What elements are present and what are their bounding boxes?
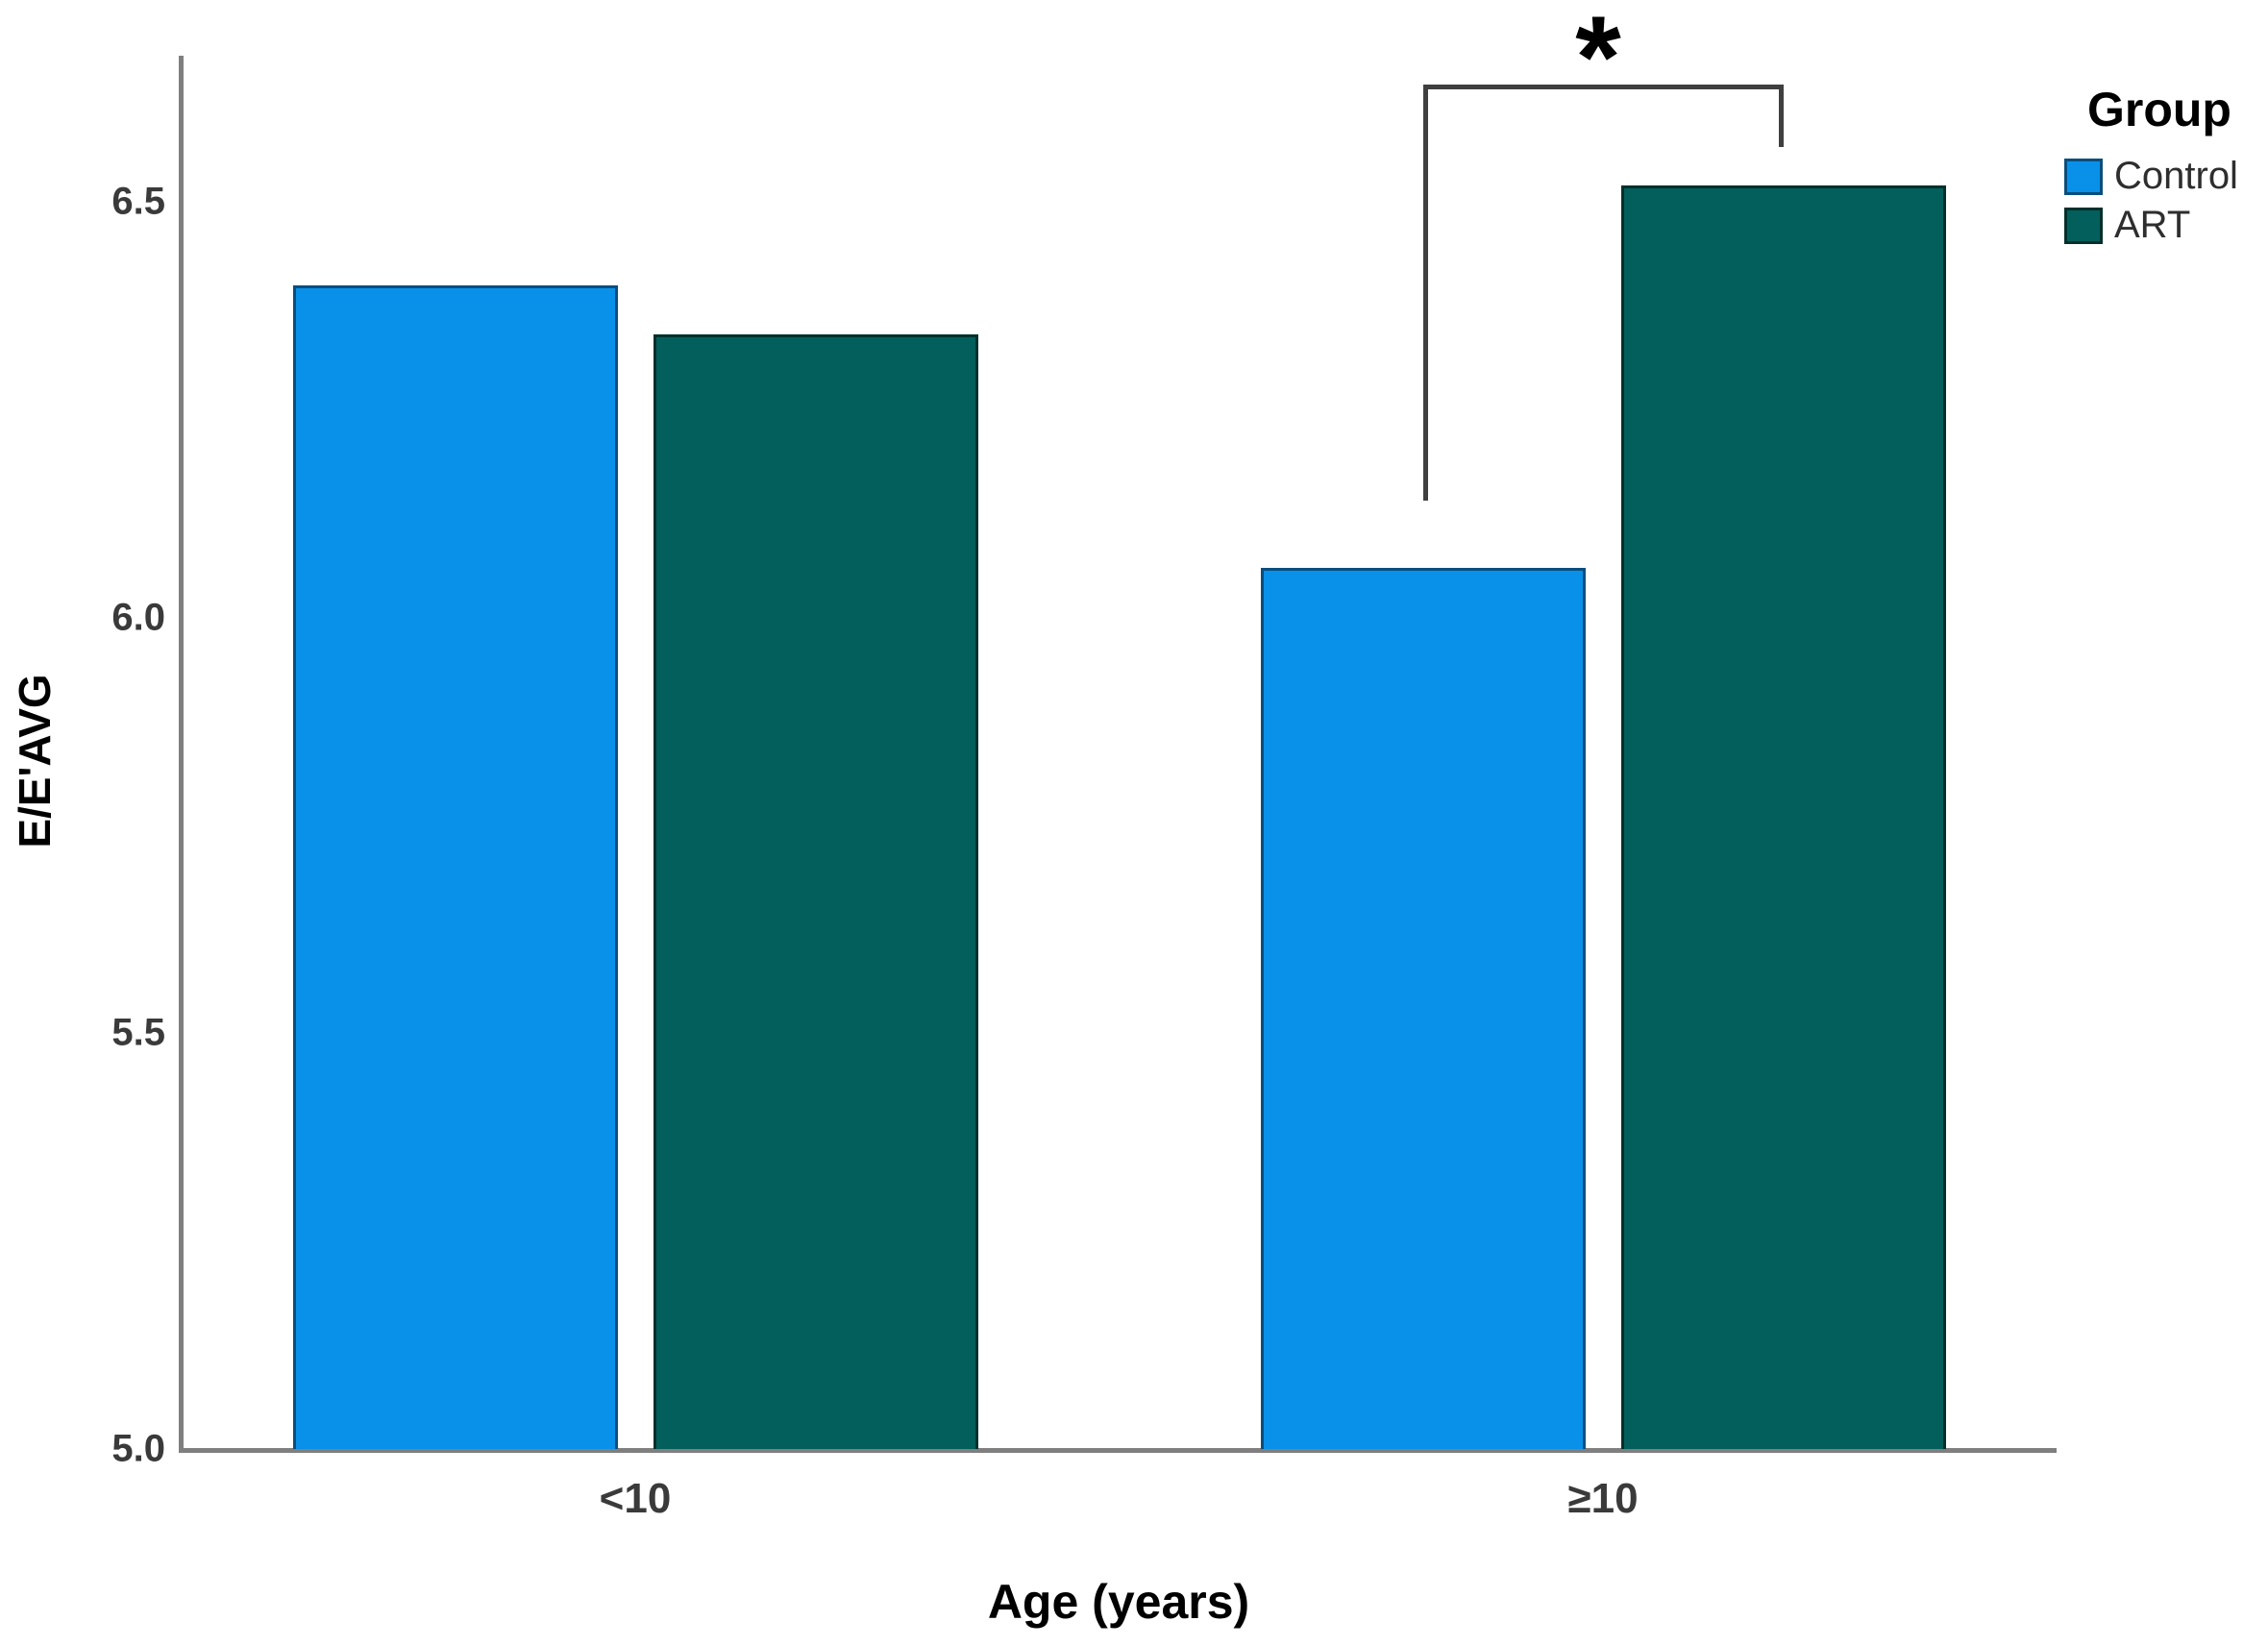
bar-control-under10 bbox=[292, 284, 618, 1449]
art-color-swatch bbox=[2064, 207, 2103, 244]
x-axis-line bbox=[179, 1448, 2057, 1453]
legend-item-control: Control bbox=[2064, 155, 2238, 198]
y-axis-line bbox=[179, 56, 184, 1453]
legend-label-art: ART bbox=[2114, 204, 2191, 246]
legend-item-art: ART bbox=[2064, 204, 2190, 247]
y-axis-title: E/E'AVG bbox=[10, 674, 60, 848]
bar-art-over10 bbox=[1620, 184, 1946, 1449]
significance-asterisk: * bbox=[1575, 0, 1621, 122]
y-tick-label: 5.0 bbox=[111, 1427, 165, 1470]
y-tick-label: 6.5 bbox=[111, 180, 165, 223]
control-color-swatch bbox=[2064, 158, 2103, 195]
legend-title: Group bbox=[2087, 83, 2231, 136]
y-tick-label: 6.0 bbox=[111, 596, 165, 639]
x-category-label: <10 bbox=[599, 1475, 672, 1522]
x-axis-title: Age (years) bbox=[987, 1575, 1250, 1629]
x-category-label: ≥10 bbox=[1567, 1475, 1639, 1522]
significance-bracket-right-arm bbox=[1779, 85, 1784, 147]
significance-bracket-left-arm bbox=[1423, 85, 1428, 501]
bar-control-over10 bbox=[1260, 567, 1586, 1449]
y-tick-label: 5.5 bbox=[111, 1011, 165, 1054]
significance-bracket-horizontal bbox=[1423, 85, 1784, 89]
bar-art-under10 bbox=[653, 334, 978, 1449]
legend-label-control: Control bbox=[2114, 155, 2238, 197]
